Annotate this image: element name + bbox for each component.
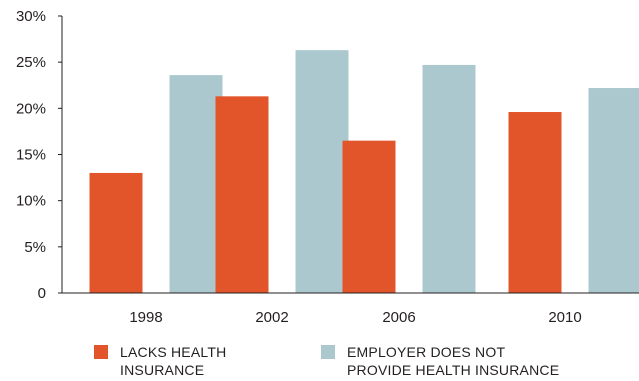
y-tick-label: 20% <box>16 100 46 117</box>
y-tick-label: 0 <box>38 285 46 302</box>
y-tick-label: 30% <box>16 8 46 25</box>
y-tick-label: 15% <box>16 147 46 164</box>
bar-employer-does-not-provide-health-insurance-1998 <box>169 75 223 294</box>
y-tick-label: 10% <box>16 193 46 210</box>
bar-lacks-health-insurance-1998 <box>89 172 143 293</box>
bar-employer-does-not-provide-health-insurance-2006 <box>422 64 476 293</box>
bars <box>89 50 639 294</box>
legend-label-lacks-health-insurance: LACKS HEALTH INSURANCE <box>120 344 227 378</box>
legend-swatch-lacks-health-insurance <box>94 345 108 359</box>
legend-label-employer-does-not-provide: EMPLOYER DOES NOT PROVIDE HEALTH INSURAN… <box>347 344 560 378</box>
x-tick-label-2010: 2010 <box>548 309 581 326</box>
bar-employer-does-not-provide-health-insurance-2010 <box>588 88 639 294</box>
bar-lacks-health-insurance-2002 <box>215 96 269 293</box>
bar-employer-does-not-provide-health-insurance-2002 <box>295 50 349 294</box>
y-tick-label: 25% <box>16 54 46 71</box>
legend-swatch-employer-does-not-provide <box>321 345 335 359</box>
bar-lacks-health-insurance-2006 <box>342 140 396 293</box>
x-tick-label-2002: 2002 <box>255 309 288 326</box>
y-tick-label: 5% <box>24 239 46 256</box>
x-tick-label-1998: 1998 <box>129 309 162 326</box>
bar-lacks-health-insurance-2010 <box>508 112 562 293</box>
x-tick-label-2006: 2006 <box>382 309 415 326</box>
y-axis: 0 5% 10% 15% 20% 25% 30% <box>16 8 63 302</box>
x-axis: 1998 2002 2006 2010 <box>62 292 639 326</box>
